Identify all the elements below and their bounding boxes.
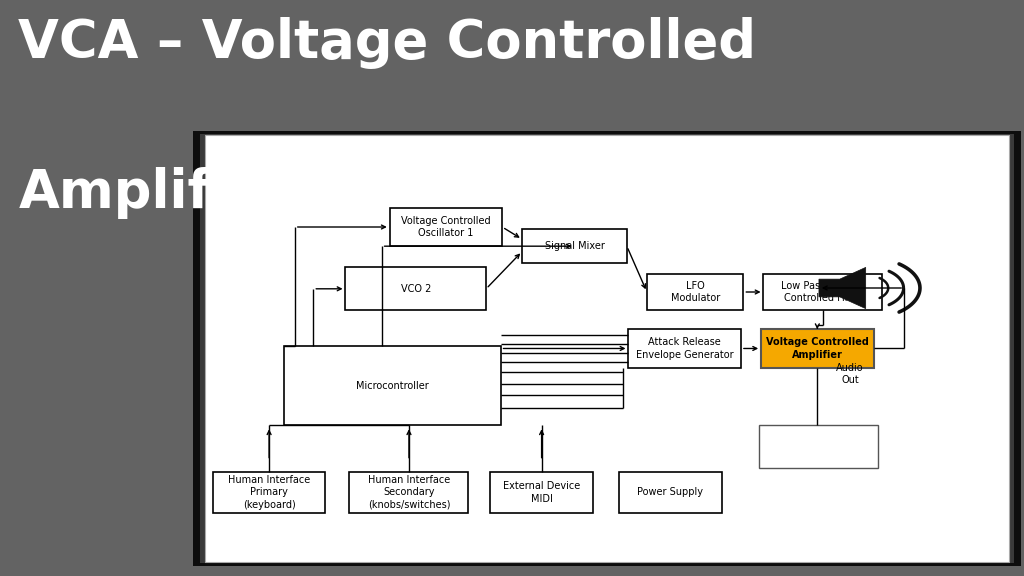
Bar — [345, 267, 486, 310]
Bar — [629, 329, 741, 367]
Text: Audio
Out: Audio Out — [837, 363, 863, 385]
Bar — [761, 329, 873, 367]
Text: Human Interface
Secondary
(knobs/switches): Human Interface Secondary (knobs/switche… — [368, 475, 451, 510]
Polygon shape — [819, 267, 865, 309]
Text: Amplifier: Amplifier — [18, 167, 291, 219]
Bar — [205, 135, 1009, 562]
Bar — [647, 274, 743, 310]
Bar — [490, 472, 593, 513]
Text: Human Interface
Primary
(keyboard): Human Interface Primary (keyboard) — [228, 475, 310, 510]
Text: VCO 2: VCO 2 — [400, 284, 431, 294]
Text: Signal Mixer: Signal Mixer — [545, 241, 604, 251]
Text: Attack Release
Envelope Generator: Attack Release Envelope Generator — [636, 338, 733, 359]
Text: Voltage Controlled
Oscillator 1: Voltage Controlled Oscillator 1 — [401, 216, 490, 238]
Bar — [200, 134, 1014, 563]
Bar — [764, 274, 883, 310]
Text: Power Supply: Power Supply — [637, 487, 703, 497]
Text: Voltage Controlled
Amplifier: Voltage Controlled Amplifier — [766, 338, 868, 359]
Text: External Device
MIDI: External Device MIDI — [503, 481, 581, 503]
Text: LFO
Modulator: LFO Modulator — [671, 281, 720, 303]
Bar — [760, 425, 879, 468]
Bar — [349, 472, 468, 513]
Bar — [390, 208, 502, 246]
Bar — [522, 229, 627, 263]
Text: Low Pass Voltage
Controlled Filter: Low Pass Voltage Controlled Filter — [781, 281, 865, 303]
Text: Microcontroller: Microcontroller — [355, 381, 428, 391]
Text: VCA – Voltage Controlled: VCA – Voltage Controlled — [18, 17, 757, 69]
Bar — [193, 131, 1021, 566]
Bar — [213, 472, 326, 513]
Bar — [284, 346, 501, 425]
Bar — [618, 472, 722, 513]
